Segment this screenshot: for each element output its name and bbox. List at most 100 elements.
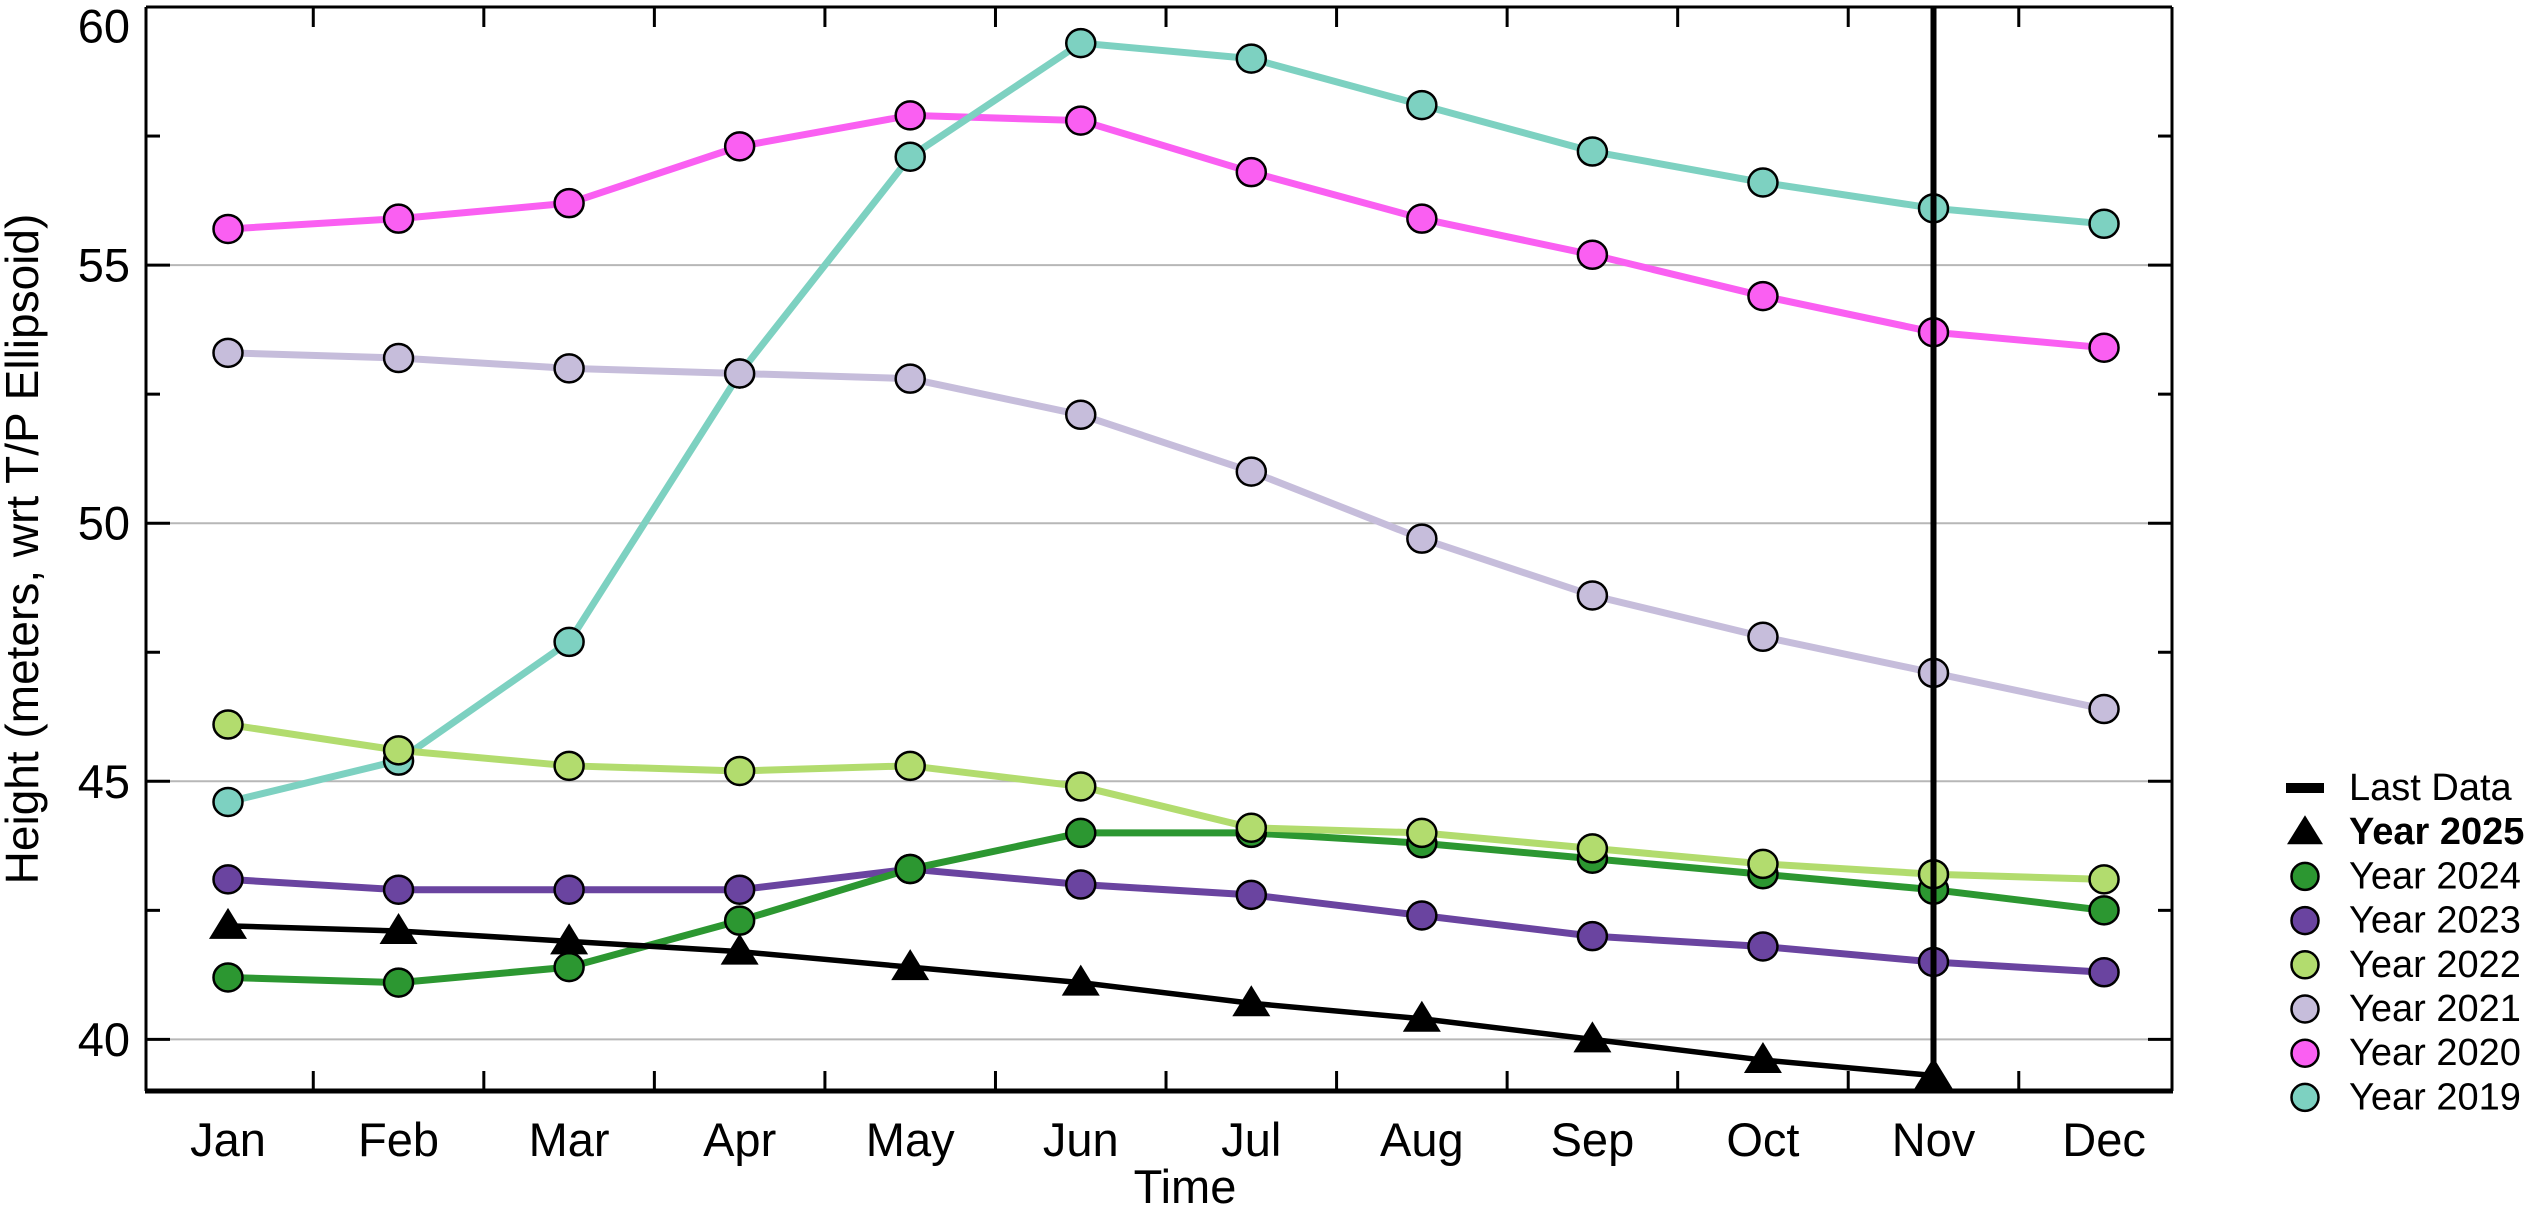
data-point-circle [1065, 399, 1097, 431]
data-point-circle [553, 750, 585, 782]
circle-marker-icon [2290, 1038, 2320, 1068]
legend-item-year-2022: Year 2022 [2290, 944, 2521, 986]
data-point-triangle [1232, 985, 1271, 1017]
data-point-circle [1747, 167, 1779, 198]
data-point-circle [723, 358, 756, 389]
x-tick-label-apr: Apr [703, 1113, 776, 1166]
data-point-triangle [209, 907, 247, 939]
data-point-circle [1747, 931, 1779, 962]
data-point-circle [894, 141, 926, 172]
data-point-circle [553, 626, 585, 658]
data-point-circle [1235, 812, 1268, 844]
data-point-triangle [1573, 1021, 1612, 1053]
y-axis-title: Height (meters, wrt T/P Ellipsoid) [0, 214, 48, 885]
data-point-circle [1406, 89, 1438, 121]
y-tick-label-60: 60 [78, 0, 130, 53]
x-tick-label-feb: Feb [358, 1113, 439, 1166]
circle-marker-icon [2290, 861, 2320, 892]
data-point-circle [1065, 771, 1097, 802]
x-tick-label-sep: Sep [1551, 1113, 1635, 1166]
data-point-circle [2088, 864, 2120, 895]
data-point-triangle [720, 933, 759, 965]
x-tick-label-jul: Jul [1221, 1113, 1281, 1166]
series-year-2024 [212, 817, 2120, 998]
data-series [209, 27, 2120, 1089]
data-point-circle [1576, 239, 1609, 271]
series-line [224, 721, 2108, 883]
data-point-triangle [891, 949, 930, 981]
triangle-marker-icon [2287, 815, 2323, 845]
data-point-circle [212, 786, 244, 818]
legend-item-last-data: Last Data [2286, 767, 2513, 809]
y-tick-label-55: 55 [78, 239, 130, 292]
axes-and-ticks [144, 5, 2174, 1094]
series-line [225, 923, 1937, 1079]
circle-marker-icon [2290, 994, 2320, 1024]
y-tick-label-45: 45 [78, 755, 130, 808]
data-point-circle [723, 755, 756, 787]
data-point-circle [1406, 817, 1438, 849]
data-point-circle [553, 353, 585, 384]
data-point-triangle [1402, 1000, 1441, 1032]
data-point-circle [553, 951, 585, 983]
data-point-circle [212, 864, 244, 895]
data-point-circle [1065, 869, 1097, 900]
data-point-circle [894, 853, 926, 885]
data-point-circle [1576, 920, 1609, 952]
data-point-circle [212, 337, 244, 369]
data-point-circle [2088, 208, 2120, 240]
data-point-circle [1235, 456, 1268, 487]
data-point-circle [1747, 280, 1779, 312]
data-point-circle [382, 735, 415, 766]
data-point-circle [1406, 523, 1438, 554]
legend-label: Year 2019 [2349, 1076, 2521, 1118]
data-point-circle [1576, 136, 1609, 167]
series-year-2021 [212, 337, 2120, 725]
legend-item-year-2020: Year 2020 [2290, 1032, 2521, 1074]
data-point-circle [553, 187, 585, 219]
series-line [224, 111, 2108, 352]
data-point-triangle [1061, 964, 1100, 996]
data-point-circle [1747, 621, 1779, 653]
legend-label: Year 2023 [2349, 900, 2521, 942]
x-tick-label-dec: Dec [2062, 1113, 2146, 1166]
x-tick-label-jan: Jan [190, 1113, 266, 1166]
series-year-2022 [212, 709, 2120, 895]
series-year-2020 [212, 100, 2120, 363]
legend-item-year-2021: Year 2021 [2290, 988, 2521, 1030]
data-point-circle [553, 874, 585, 905]
y-tick-label-50: 50 [78, 497, 130, 550]
data-point-circle [1235, 156, 1268, 188]
data-point-circle [723, 905, 756, 936]
series-line [224, 349, 2108, 713]
legend-label: Year 2022 [2349, 944, 2521, 986]
data-point-circle [212, 962, 244, 993]
x-tick-label-may: May [866, 1113, 955, 1166]
data-point-circle [212, 213, 244, 245]
data-point-circle [1576, 580, 1609, 611]
x-axis-title: Time [1134, 1160, 1237, 1213]
circle-marker-icon [2290, 905, 2320, 936]
data-point-circle [894, 100, 926, 131]
data-point-circle [894, 363, 926, 394]
data-point-circle [382, 967, 415, 998]
data-point-circle [1065, 27, 1097, 59]
data-point-triangle [1743, 1042, 1782, 1074]
x-tick-label-oct: Oct [1726, 1113, 1799, 1166]
data-point-circle [382, 342, 415, 374]
series-line [224, 829, 2108, 987]
data-point-circle [382, 203, 415, 234]
legend-item-year-2025: Year 2025 [2287, 811, 2524, 853]
last-data-dash-icon [2286, 783, 2324, 793]
legend-item-year-2019: Year 2019 [2290, 1076, 2521, 1118]
series-year-2025 [209, 907, 1953, 1089]
x-tick-label-jun: Jun [1043, 1113, 1119, 1166]
data-point-triangle [550, 923, 589, 955]
data-point-circle [382, 874, 415, 905]
data-point-circle [723, 131, 756, 162]
data-point-circle [2088, 957, 2120, 988]
data-point-circle [2088, 332, 2120, 363]
data-point-circle [2088, 693, 2120, 725]
